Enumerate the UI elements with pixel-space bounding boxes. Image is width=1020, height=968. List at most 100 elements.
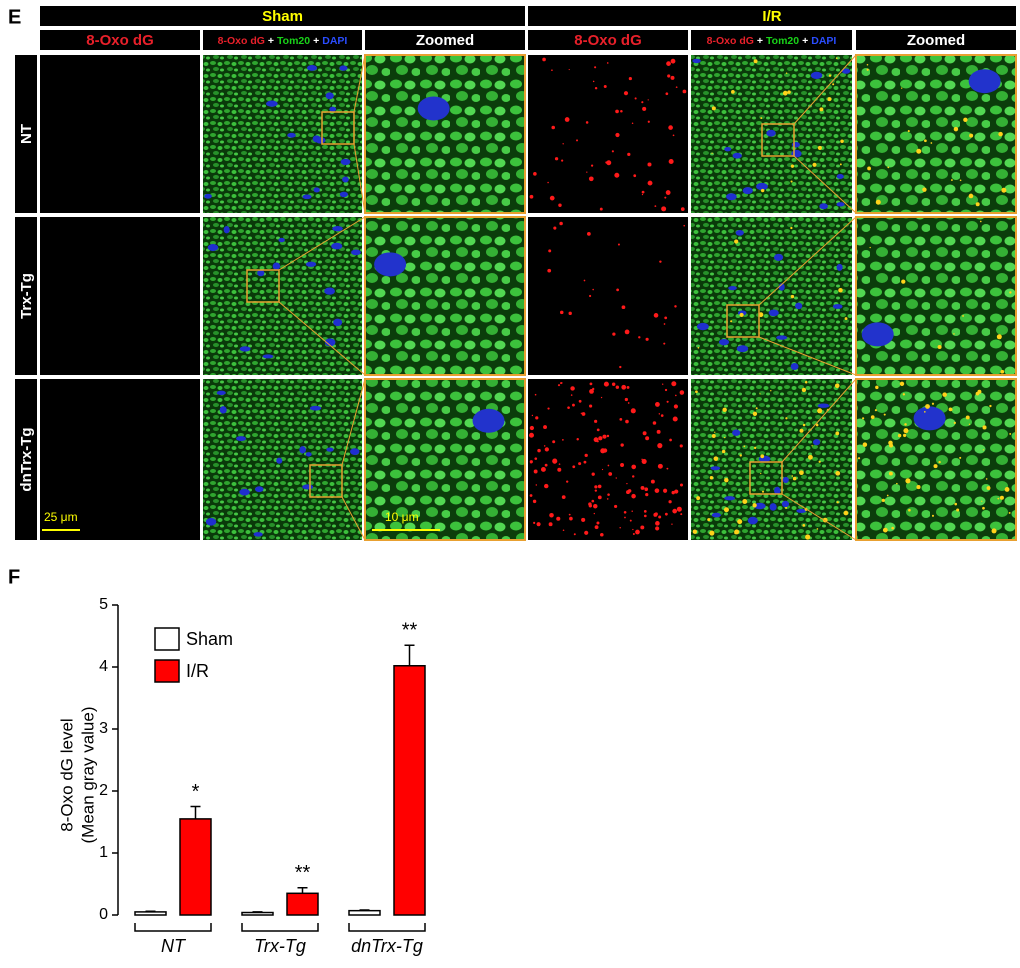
row-label-bg [15,217,37,375]
nucleus [272,262,281,270]
signal-dot [641,101,644,104]
signal-dot [790,180,793,183]
signal-dot [589,294,592,298]
signal-dot [600,448,606,454]
signal-dot [1008,511,1011,514]
y-axis-label: 8-Oxo dG level [57,718,76,831]
signal-dot [581,412,586,416]
signal-dot [576,438,579,441]
nucleus [254,486,264,493]
signal-dot [834,383,840,389]
signal-dot [667,74,671,78]
micrograph [364,216,526,376]
signal-dot [682,89,687,94]
signal-dot [965,415,970,420]
nucleus [472,408,505,433]
signal-dot [711,152,713,154]
signal-dot [815,423,819,427]
signal-dot [583,279,586,282]
signal-dot [664,316,668,320]
nucleus [325,92,334,100]
signal-dot [615,132,620,138]
signal-dot [621,305,626,310]
signal-dot [663,323,666,325]
signal-dot [666,61,671,66]
x-tick-label: Trx-Tg [254,936,306,956]
signal-dot [739,454,742,457]
header-part: + [268,35,274,47]
signal-dot [549,195,555,201]
signal-dot [672,134,675,137]
signal-dot [624,329,630,335]
zoom-line [781,378,857,463]
signal-dot [785,417,788,420]
signal-dot [553,226,557,230]
zoom-box [321,111,355,145]
signal-dot [816,528,819,530]
signal-dot [558,463,561,465]
signal-dot [835,470,841,476]
signal-dot [671,523,673,525]
signal-dot [985,478,988,480]
signal-dot [654,401,660,407]
nucleus [796,508,807,513]
signal-dot [714,431,716,433]
signal-dot [535,416,539,420]
signal-dot [760,188,765,193]
signal-dot [707,518,711,522]
signal-dot [933,464,938,469]
signal-dot [606,498,609,500]
signal-dot [634,97,637,100]
signal-dot [963,117,968,123]
nucleus [276,457,283,464]
micrograph [528,55,688,213]
signal-dot [631,464,637,470]
signal-dot [528,432,534,438]
column-header-bg [365,30,525,50]
signal-dot [531,414,534,417]
signal-dot [572,465,576,469]
signal-dot [672,416,678,422]
signal-dot [653,313,659,318]
signal-dot [977,389,982,394]
nucleus [253,532,263,537]
signal-dot [882,527,888,533]
signal-dot [611,382,616,386]
signal-dot [619,418,623,421]
signal-dot [656,429,661,434]
signal-dot [896,482,898,485]
nucleus [724,147,732,152]
signal-dot [588,176,594,182]
signal-dot [567,406,570,409]
signal-dot [533,172,537,176]
signal-dot [676,506,682,512]
signal-dot [599,207,603,211]
micrograph [203,379,362,540]
scale-bar-label: 25 μm [44,510,78,524]
signal-dot [907,130,910,133]
signal-dot [530,462,532,464]
signal-dot [874,409,877,412]
micrograph [40,217,200,375]
signal-dot [647,162,652,167]
signal-dot [760,117,763,120]
signal-dot [1004,487,1010,492]
signal-dot [589,404,593,408]
signal-dot [647,99,649,101]
signal-dot [620,463,625,467]
signal-dot [593,512,595,515]
signal-dot [653,512,658,517]
signal-dot [608,472,613,476]
nucleus [219,406,227,414]
bar [241,911,274,916]
signal-dot [827,97,832,102]
signal-dot [654,488,660,493]
column-header: Zoomed [907,32,965,49]
signal-dot [619,365,622,369]
signal-dot [670,58,676,64]
y-tick-label: 5 [99,596,108,613]
signal-dot [866,68,869,71]
signal-dot [616,288,619,292]
signal-dot [674,489,679,494]
signal-dot [654,205,657,208]
